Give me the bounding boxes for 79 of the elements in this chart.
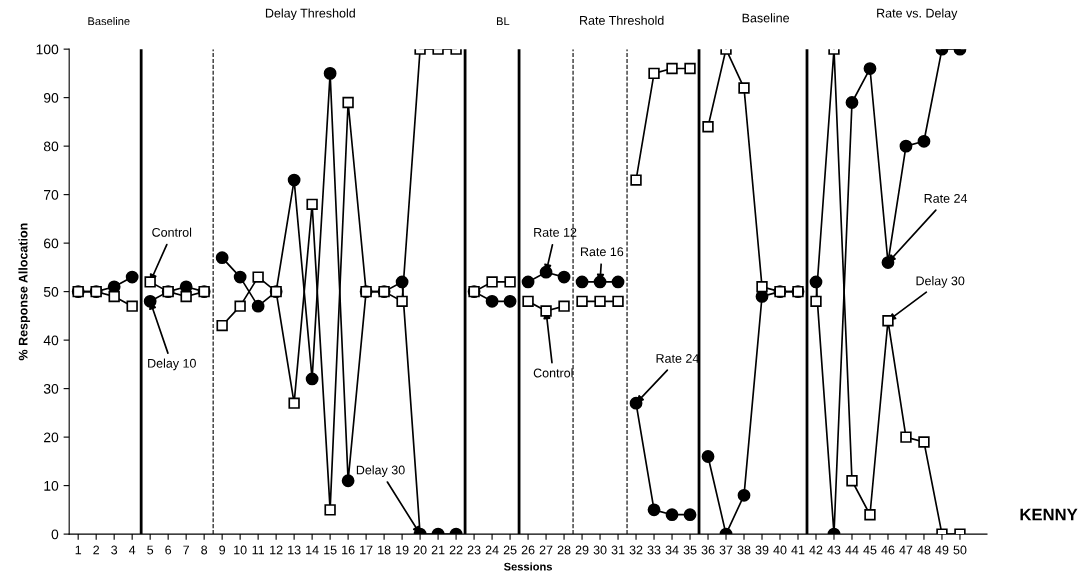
x-tick-label: 21: [431, 545, 445, 555]
annotation: Rate 16: [580, 247, 624, 257]
x-tick-label: 12: [270, 545, 283, 555]
x-tick-label: 31: [611, 545, 625, 555]
x-tick-label: 33: [647, 545, 661, 555]
x-tick-label: 10: [234, 545, 247, 555]
y-tick-label: 60: [44, 238, 59, 249]
y-tick-label: 70: [44, 189, 59, 200]
x-tick-label: 18: [378, 545, 391, 555]
y-tick-label: 10: [44, 480, 59, 491]
x-tick-label: 9: [219, 545, 226, 555]
x-tick-label: 38: [737, 545, 751, 555]
x-tick-label: 27: [539, 545, 553, 555]
x-tick-label: 16: [342, 545, 355, 555]
y-tick-label: 90: [43, 92, 59, 103]
x-tick-label: 40: [773, 545, 787, 555]
annotation: Control: [152, 227, 192, 237]
x-tick-label: 17: [360, 545, 373, 555]
x-tick-label: 41: [791, 545, 805, 555]
text: Rate Threshold: [580, 15, 664, 25]
x-tick-label: 8: [201, 545, 208, 555]
annotation: Delay 30: [916, 276, 965, 288]
x-tick-label: 24: [485, 545, 499, 555]
x-tick-label: 29: [575, 545, 589, 555]
x-tick-label: 5: [147, 545, 154, 555]
y-tick-label: 40: [43, 335, 59, 346]
x-tick-label: 6: [165, 545, 172, 555]
x-tick-label: 11: [252, 545, 265, 555]
annotation: Rate 24: [656, 354, 699, 363]
x-tick-label: 46: [881, 545, 895, 555]
x-tick-label: 2: [93, 545, 100, 555]
x-tick-label: 36: [701, 545, 715, 555]
x-tick-label: 15: [324, 545, 337, 555]
y-tick-label: 50: [43, 286, 59, 297]
text: BL: [496, 17, 510, 26]
x-tick-label: 43: [827, 545, 841, 555]
x-tick-label: 37: [719, 545, 733, 555]
y-tick-label: 30: [43, 383, 59, 394]
x-tick-label: 25: [503, 545, 517, 555]
x-tick-label: 13: [288, 545, 301, 555]
y-tick-label: 80: [43, 141, 59, 152]
x-tick-label: 3: [111, 545, 118, 555]
annotation: Rate 24: [924, 193, 968, 203]
annotation: Delay 10: [148, 358, 196, 371]
annotation: Delay 30: [356, 465, 405, 477]
y-tick-label: 0: [51, 529, 59, 540]
x-tick-label: 26: [521, 545, 535, 555]
x-tick-label: 20: [413, 545, 427, 555]
x-tick-label: 42: [809, 545, 823, 555]
annotation: Rate 12: [534, 227, 577, 237]
x-tick-label: 45: [863, 545, 877, 555]
y-axis-title: % Response Allocation: [18, 223, 31, 361]
x-tick-label: 49: [935, 545, 949, 555]
x-tick-label: 47: [899, 545, 913, 555]
x-tick-label: 50: [953, 545, 967, 555]
x-tick-label: 7: [183, 545, 189, 555]
x-tick-label: 32: [629, 545, 643, 555]
x-tick-label: 34: [665, 545, 679, 555]
x-tick-label: 1: [75, 545, 82, 555]
x-tick-label: 35: [683, 545, 697, 555]
annotation: Control: [533, 368, 573, 378]
y-tick-label: 20: [44, 432, 59, 443]
text: Baseline: [742, 13, 790, 23]
x-tick-label: 39: [755, 545, 769, 555]
y-tick-label: 100: [36, 44, 59, 55]
x-tick-label: 30: [593, 545, 607, 555]
x-tick-label: 28: [557, 545, 571, 555]
x-tick-label: 19: [396, 545, 409, 555]
text: Baseline: [88, 16, 130, 26]
x-tick-label: 14: [306, 545, 319, 555]
x-tick-label: 23: [467, 545, 481, 555]
text: Rate vs. Delay: [877, 8, 958, 21]
text: Delay Threshold: [265, 8, 355, 21]
x-tick-label: 48: [917, 545, 931, 555]
x-tick-label: 44: [845, 545, 859, 555]
x-tick-label: 4: [128, 545, 136, 555]
x-tick-label: 22: [449, 545, 463, 555]
x-axis-title: Sessions: [503, 562, 553, 571]
text: KENNY: [1020, 508, 1078, 521]
